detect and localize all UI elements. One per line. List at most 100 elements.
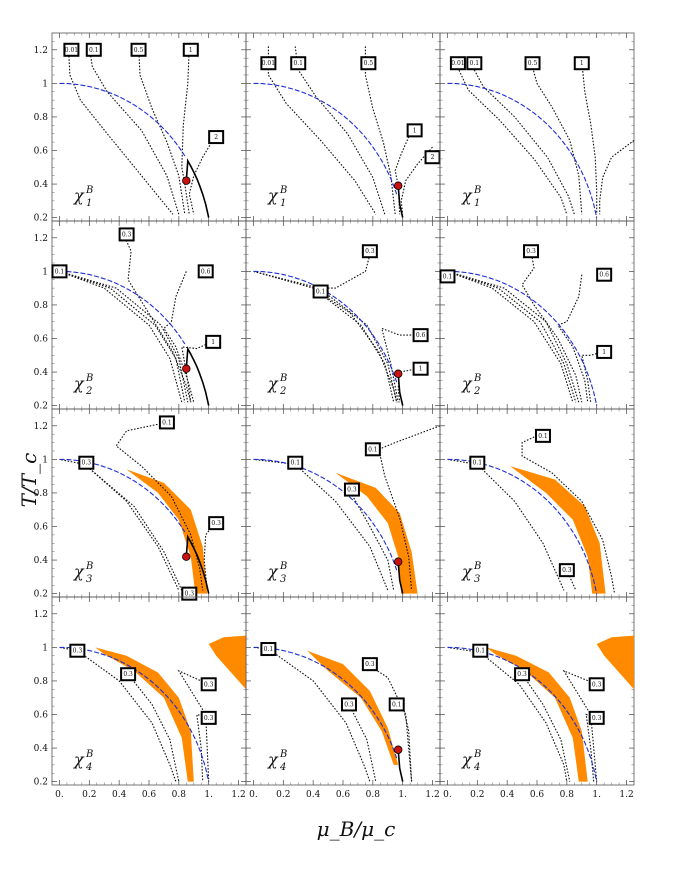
y-tick-label: 1	[42, 643, 48, 653]
susceptibility-label: χ	[267, 374, 279, 393]
y-tick-label: 0.8	[34, 489, 49, 499]
contour-label-box	[360, 56, 377, 71]
susceptibility-sup: B	[85, 749, 93, 760]
susceptibility-label: χ	[267, 750, 279, 769]
contour-line	[84, 463, 183, 591]
contour-label-box	[406, 123, 423, 138]
contour-label-box	[596, 344, 613, 359]
y-tick-label: 0.8	[34, 677, 49, 687]
susceptibility-sub: 1	[280, 198, 286, 209]
susceptibility-sub: 4	[473, 762, 480, 773]
contour-label-box	[290, 56, 307, 71]
susceptibility-label: χ	[73, 374, 85, 393]
contour-label-box	[63, 42, 80, 57]
first-order-line	[397, 749, 404, 782]
panel-r2-c3: 0.3 0.6 1 0.1 χ B 2	[439, 220, 635, 410]
susceptibility-sub: 4	[279, 762, 286, 773]
contour-line	[127, 673, 180, 782]
contour-label-box	[439, 269, 456, 284]
contour-label-box	[469, 455, 486, 470]
susceptibility-label: χ	[73, 186, 85, 205]
susceptibility-label: χ	[267, 186, 279, 205]
susceptibility-sup: B	[279, 185, 287, 196]
y-tick-label: 0.2	[34, 590, 48, 600]
susceptibility-sup: B	[473, 373, 481, 384]
contour-label: 0.01	[451, 60, 464, 67]
transition-line	[253, 646, 398, 759]
contour-line	[59, 270, 189, 403]
contour-label-box	[118, 227, 135, 242]
contour-label-box	[200, 710, 217, 725]
y-tick-label: 1.2	[34, 46, 48, 56]
contour-label: 0.5	[528, 60, 538, 67]
contour-line	[348, 704, 377, 782]
contour-label: 0.6	[416, 332, 426, 339]
susceptibility-sup: B	[85, 561, 93, 572]
contour-label: 2	[214, 134, 218, 141]
susceptibility-label: χ	[73, 562, 85, 581]
critical-point	[182, 364, 191, 373]
susceptibility-sub: 2	[279, 386, 286, 397]
x-axis-label: μ_B/μ_c	[317, 817, 396, 841]
contour-line	[59, 270, 183, 403]
y-tick-label: 0.4	[34, 368, 49, 378]
y-tick-label: 0.6	[34, 711, 49, 721]
contour-label-box	[412, 328, 429, 343]
y-tick-label: 0.4	[34, 180, 49, 190]
panel-r1-c2: 0.01 0.1 0.5 1 2 χ B 1	[245, 32, 441, 222]
contour-label: 0.3	[185, 591, 195, 598]
susceptibility-label: χ	[461, 186, 473, 205]
contour-line	[59, 270, 186, 403]
contour-line	[562, 669, 598, 782]
contour-label: 1	[580, 60, 584, 67]
y-tick-label: 0.2	[34, 402, 48, 412]
susceptibility-label: χ	[461, 750, 473, 769]
contour-line	[138, 46, 186, 215]
x-tick-label: 0.	[55, 790, 64, 800]
x-tick-label: 0.2	[276, 790, 290, 800]
x-tick-label: 0.	[249, 790, 258, 800]
contour-label-box	[534, 428, 551, 443]
contour-line	[88, 46, 180, 215]
contour-label-box	[388, 697, 405, 712]
contour-line	[447, 270, 574, 403]
transition-line	[253, 82, 398, 195]
susceptibility-sub: 3	[474, 574, 480, 585]
contour-label-box	[130, 42, 147, 57]
susceptibility-sup: B	[473, 561, 481, 572]
y-tick-label: 0.6	[34, 147, 49, 157]
x-tick-label: 1.2	[425, 790, 439, 800]
contour-label: 1	[189, 47, 193, 54]
contour-line	[381, 327, 418, 403]
y-axis-label: T/T_c	[17, 453, 41, 508]
contour-line	[267, 46, 377, 215]
contour-line	[294, 46, 386, 215]
critical-point	[394, 557, 403, 566]
contour-line	[294, 463, 389, 591]
contour-label-box	[343, 482, 360, 497]
contour-label: 0.3	[517, 671, 527, 678]
x-tick-label: 0.6	[142, 790, 157, 800]
contour-label: 0.1	[293, 60, 303, 67]
contour-label: 0.1	[316, 289, 326, 296]
contour-label: 1	[419, 366, 423, 373]
contour-label-box	[364, 442, 381, 457]
panel-r4-c2: 0. 0.2 0.4 0.6 0.8 1. 1.2 0.1 0.3 0.3 0.1 χ B 4	[245, 596, 441, 800]
susceptibility-label: χ	[267, 562, 279, 581]
contour-label: 0.6	[599, 272, 609, 279]
first-order-line	[185, 534, 210, 594]
x-tick-label: 1.2	[231, 790, 245, 800]
contour-label-box	[340, 697, 357, 712]
contour-label-box	[158, 415, 175, 430]
contour-label: 0.1	[476, 648, 486, 655]
susceptibility-sub: 2	[85, 386, 92, 397]
y-tick-label: 1.2	[34, 234, 48, 244]
susceptibility-sup: B	[279, 749, 287, 760]
panel-r3-c3: 0.1 0.1 0.3 χ B 3	[439, 408, 635, 598]
region-shaded	[95, 647, 194, 782]
contour-label: 0.1	[538, 433, 548, 440]
susceptibility-label: χ	[73, 750, 85, 769]
y-tick-label: 1	[42, 267, 48, 277]
susceptibility-sup: B	[85, 185, 93, 196]
